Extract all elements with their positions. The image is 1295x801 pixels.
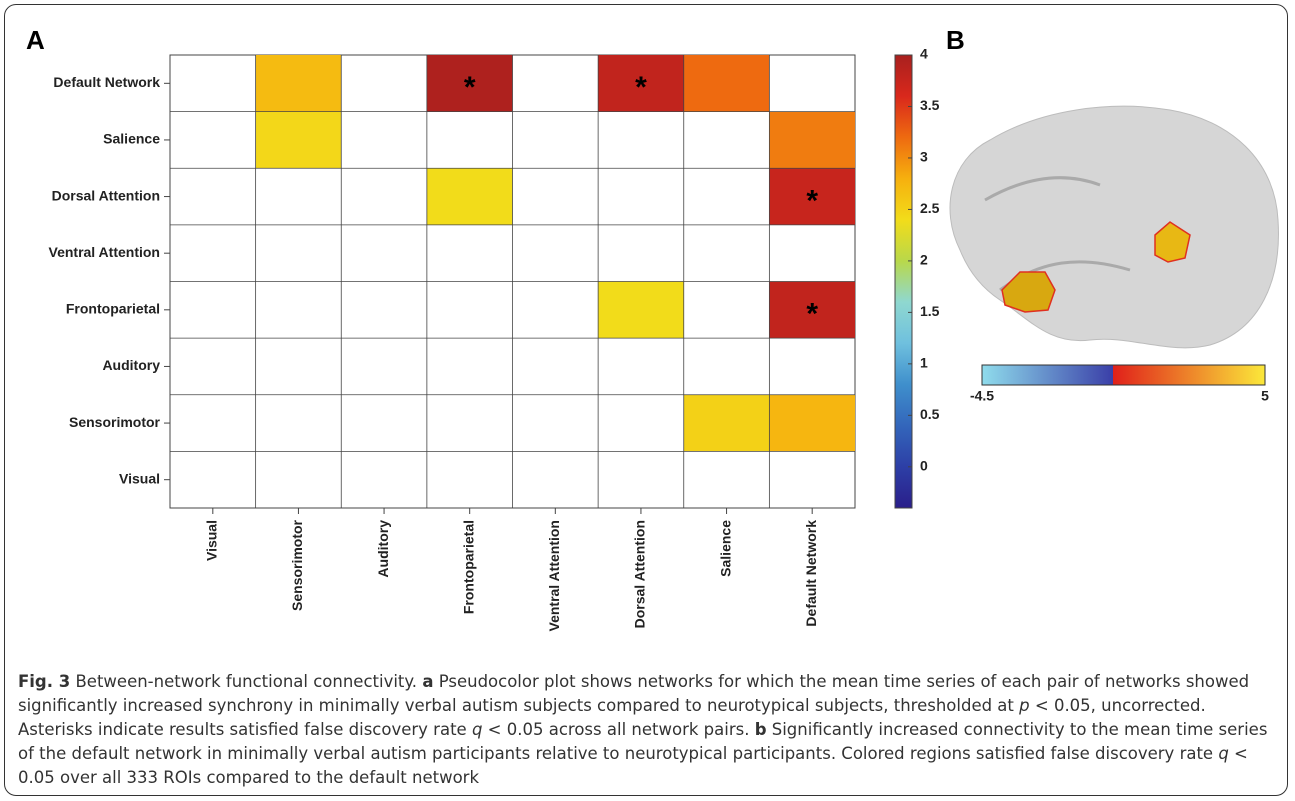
colorbar-tick-label: 4 — [920, 46, 928, 62]
heat-cell — [256, 55, 342, 112]
caption-segment: Between-network functional connectivity. — [70, 672, 422, 691]
caption-segment: < 0.05 across all network pairs. — [482, 720, 754, 739]
colorbar-tick-label: 1 — [920, 355, 928, 371]
panel-label: B — [946, 25, 965, 55]
x-tick-label: Sensorimotor — [289, 519, 305, 611]
colorbar — [982, 365, 1265, 385]
y-tick-label: Visual — [119, 470, 160, 486]
colorbar-tick-label: 2.5 — [920, 200, 940, 216]
colorbar-tick-label: 0.5 — [920, 406, 940, 422]
x-tick-label: Frontoparietal — [460, 520, 476, 614]
y-tick-label: Default Network — [53, 74, 160, 90]
caption-segment: Fig. 3 — [18, 672, 70, 691]
heat-cell — [769, 112, 855, 169]
heat-cell — [427, 168, 513, 225]
y-tick-label: Dorsal Attention — [52, 187, 160, 203]
y-tick-label: Salience — [103, 131, 160, 147]
x-tick-label: Salience — [717, 520, 733, 577]
heat-cell — [256, 112, 342, 169]
x-tick-label: Ventral Attention — [546, 520, 562, 632]
colorbar-tick-label: 2 — [920, 252, 928, 268]
caption: Fig. 3 Between-network functional connec… — [18, 670, 1280, 790]
colorbar — [895, 55, 912, 508]
x-tick-label: Visual — [204, 520, 220, 561]
significance-marker: * — [464, 71, 476, 104]
heat-cell — [769, 395, 855, 452]
significance-marker: * — [806, 184, 818, 217]
colorbar-tick-label: 5 — [1261, 388, 1269, 404]
y-tick-label: Auditory — [102, 357, 160, 373]
y-tick-label: Sensorimotor — [69, 414, 161, 430]
y-tick-label: Frontoparietal — [66, 301, 160, 317]
x-tick-label: Dorsal Attention — [632, 520, 648, 628]
x-tick-label: Auditory — [375, 520, 391, 578]
x-tick-label: Default Network — [803, 520, 819, 627]
colorbar-tick-label: 1.5 — [920, 303, 940, 319]
significance-marker: * — [806, 298, 818, 331]
caption-segment: b — [755, 720, 767, 739]
heat-cell — [684, 395, 770, 452]
colorbar-tick-label: 3 — [920, 149, 928, 165]
brain-surface — [950, 106, 1278, 348]
caption-segment: q — [472, 720, 482, 739]
panel-label: A — [26, 25, 45, 55]
brain — [950, 106, 1278, 348]
colorbar-tick-label: 0 — [920, 458, 928, 474]
colorbar-tick-label: 3.5 — [920, 97, 940, 113]
caption-segment: q — [1218, 744, 1228, 763]
heat-cell — [598, 282, 684, 339]
caption-segment: a — [422, 672, 433, 691]
heat-cell — [684, 55, 770, 112]
caption-segment: p — [1019, 696, 1029, 715]
significance-marker: * — [635, 71, 647, 104]
y-tick-label: Ventral Attention — [49, 244, 161, 260]
figure: A B * * * * Default Network Salience Dorsal At… — [0, 0, 1295, 665]
page: A B * * * * Default Network Salience Dorsal At… — [0, 0, 1295, 801]
colorbar-tick-label: -4.5 — [970, 388, 994, 404]
